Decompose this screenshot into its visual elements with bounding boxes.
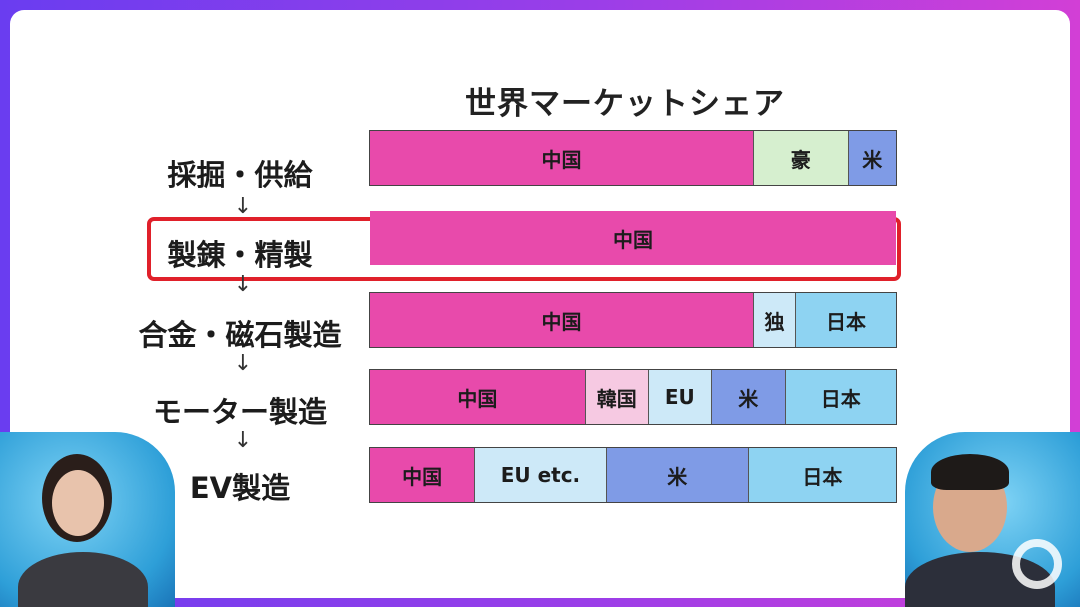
bar-segment: 米	[848, 131, 896, 185]
stage-label-mining: 採掘・供給	[167, 158, 313, 192]
bar-segment: 日本	[796, 293, 896, 347]
down-arrow-icon: ↓	[233, 351, 253, 376]
presenter-hair	[931, 454, 1009, 490]
stage-label-refining: 製錬・精製	[167, 238, 313, 272]
presenter-right-video	[905, 432, 1080, 607]
share-bar-motor: 中国 韓国 EU 米日本	[369, 369, 897, 425]
down-arrow-icon: ↓	[233, 428, 253, 453]
chart-title: 世界マーケットシェア	[465, 86, 785, 122]
stage-label-magnet: 合金・磁石製造	[138, 318, 342, 352]
share-bar-refining: 中国	[369, 210, 897, 266]
presenter-left-video	[0, 432, 175, 607]
down-arrow-icon: ↓	[233, 272, 253, 297]
bar-segment: 日本	[785, 370, 896, 424]
bar-segment: 中国	[370, 211, 896, 265]
slide-panel: 世界マーケットシェア 採掘・供給 製錬・精製 合金・磁石製造 モーター製造 EV…	[10, 10, 1070, 598]
bar-segment: 独	[753, 293, 797, 347]
bar-segment: 米	[711, 370, 786, 424]
bar-segment: 中国	[370, 370, 586, 424]
bar-segment: 中国	[370, 131, 754, 185]
bar-segment: 日本	[748, 448, 896, 502]
share-bar-ev: 中国 EU etc. 米日本	[369, 447, 897, 503]
bar-segment: 米	[606, 448, 749, 502]
bar-segment: EU	[648, 370, 712, 424]
bar-segment: 豪	[753, 131, 849, 185]
stage-label-ev: EV製造	[189, 471, 291, 505]
presenter-face	[52, 470, 104, 536]
bar-segment: 韓国	[585, 370, 649, 424]
channel-logo-icon	[1012, 539, 1062, 589]
bar-segment: 中国	[370, 448, 476, 502]
share-bar-magnet: 中国独日本	[369, 292, 897, 348]
stage-label-motor: モーター製造	[152, 395, 327, 429]
bar-segment: EU etc.	[475, 448, 607, 502]
down-arrow-icon: ↓	[233, 194, 253, 219]
bar-segment: 中国	[370, 293, 754, 347]
presenter-body	[18, 552, 148, 607]
share-bar-mining: 中国豪米	[369, 130, 897, 186]
